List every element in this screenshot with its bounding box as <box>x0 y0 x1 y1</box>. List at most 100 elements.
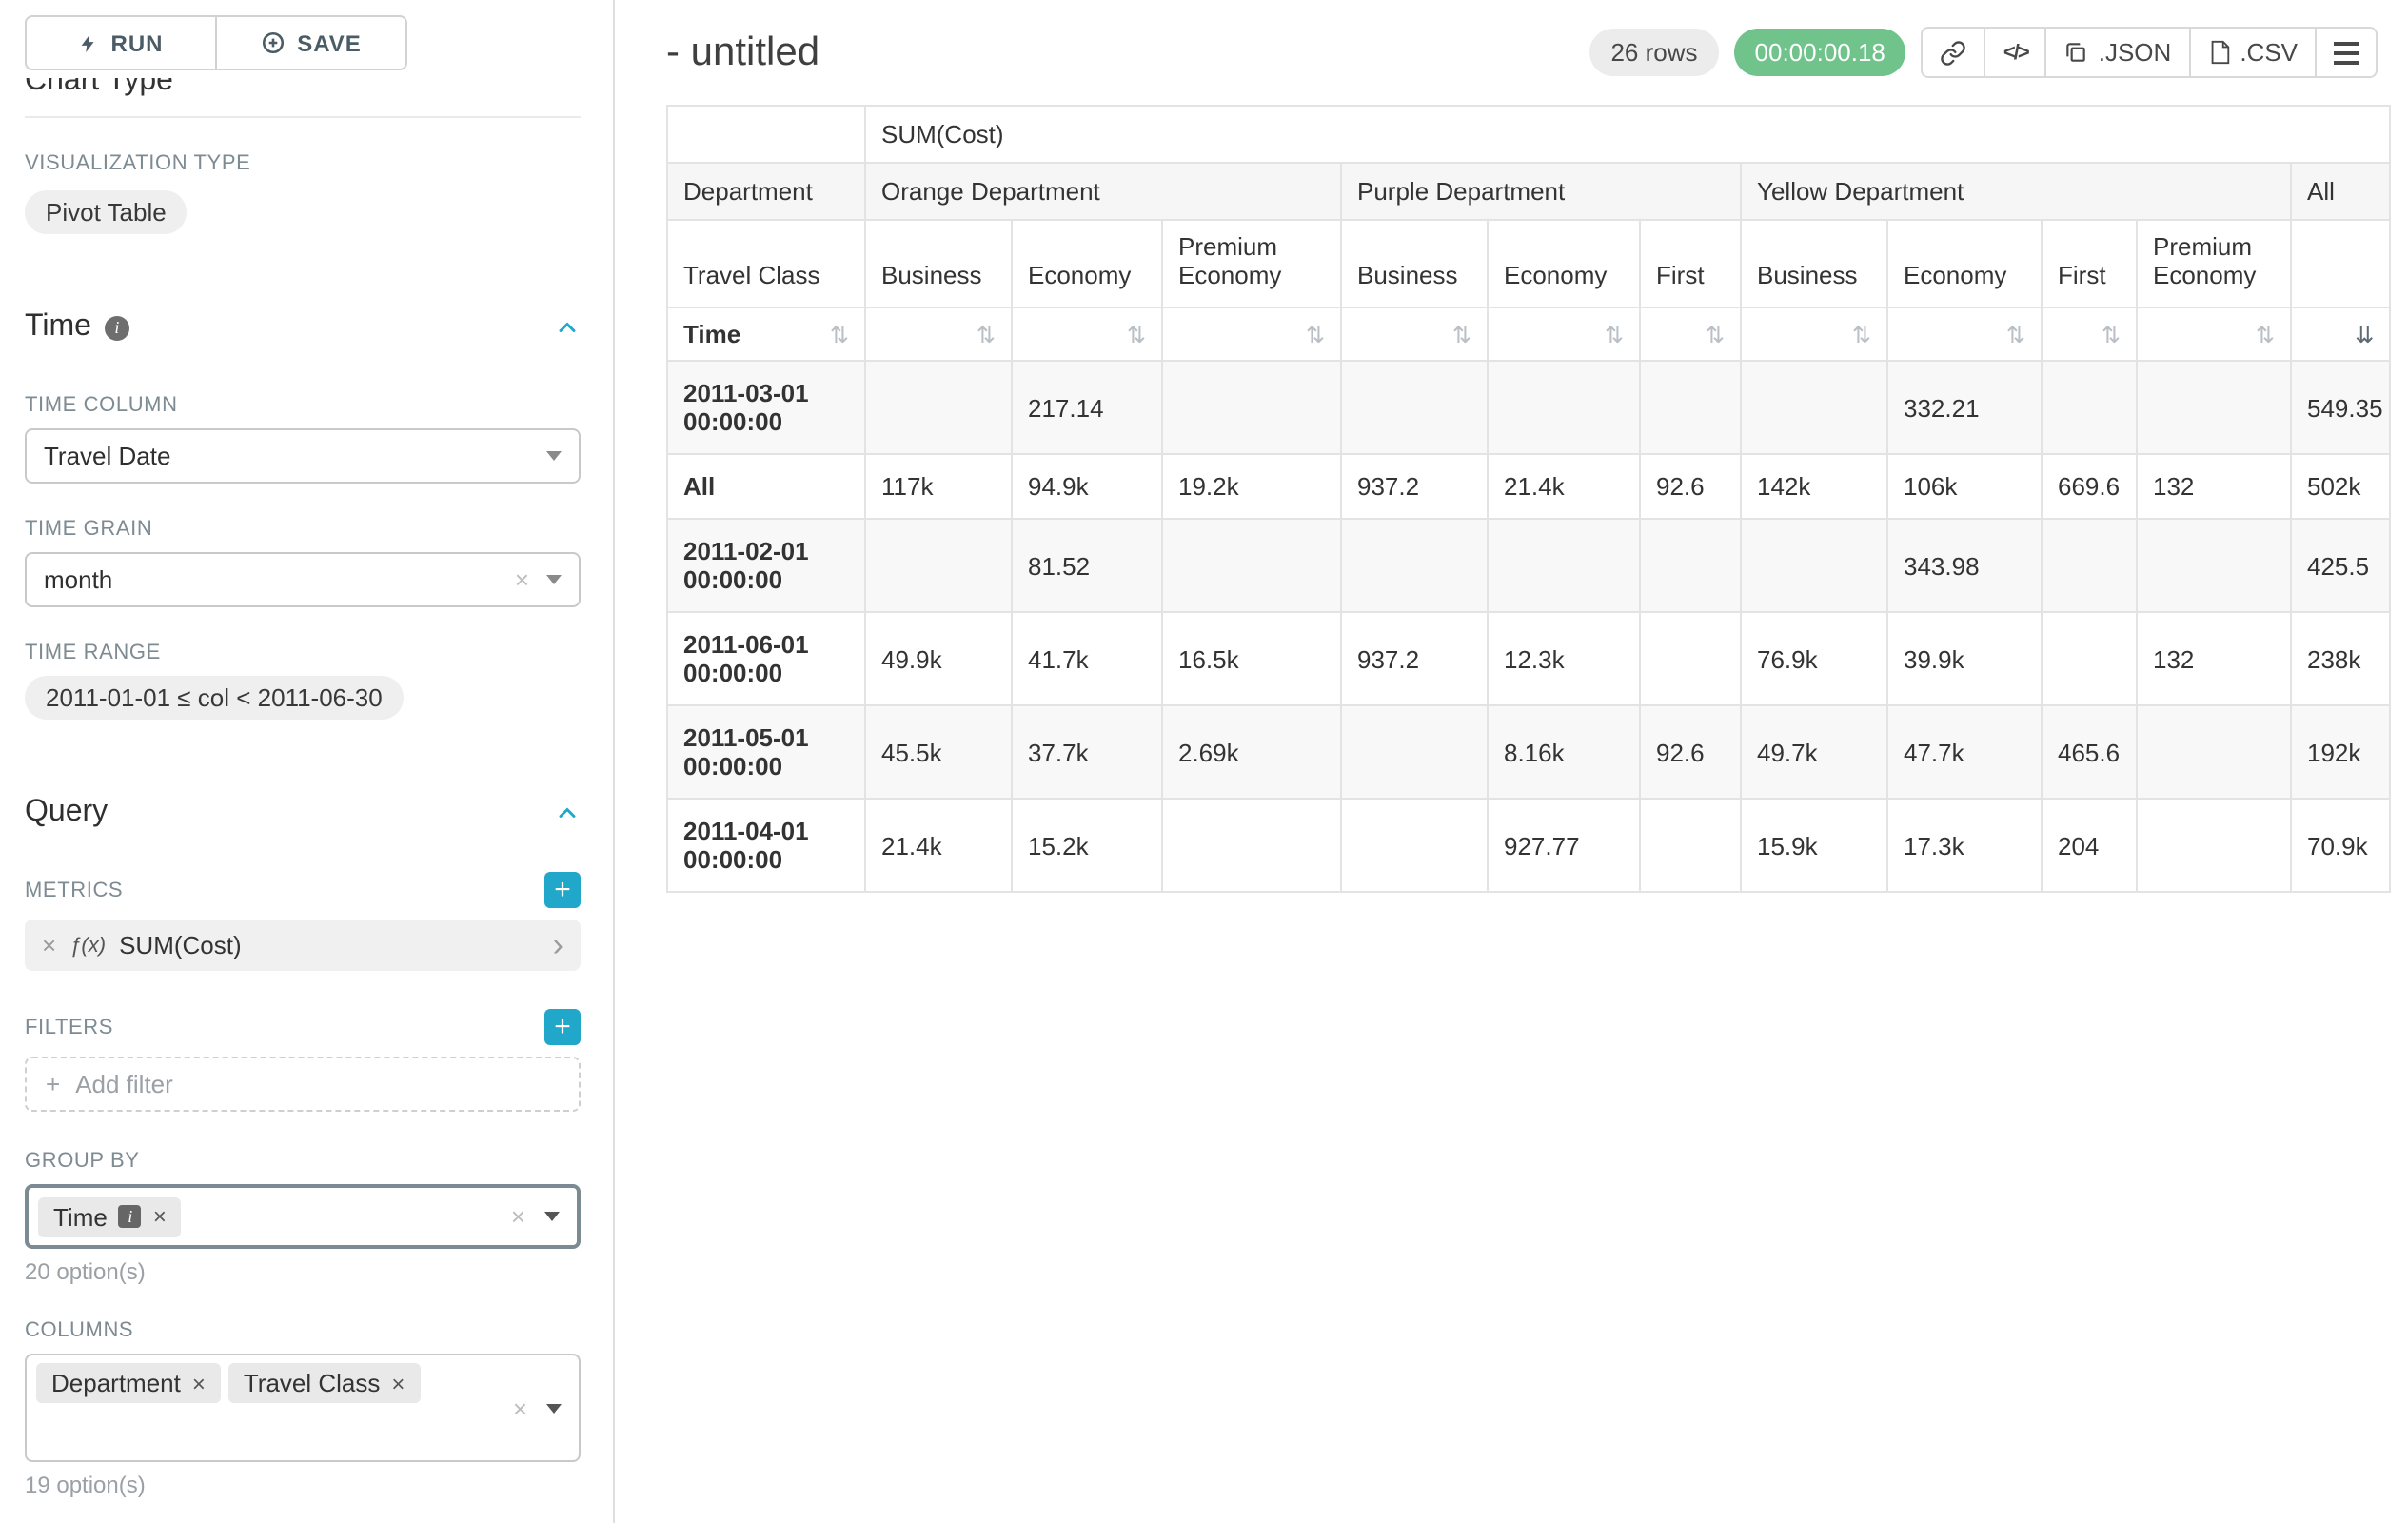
export-csv-button[interactable]: .CSV <box>2188 27 2317 78</box>
value-cell: 937.2 <box>1341 454 1488 519</box>
export-json-button[interactable]: .JSON <box>2045 27 2191 78</box>
sort-icon[interactable]: ⇅ <box>2006 323 2025 346</box>
column-header: Economy <box>1012 220 1162 307</box>
sort-cell: ⇅ <box>1488 307 1640 361</box>
column-header: Premium Economy <box>2137 220 2291 307</box>
value-cell <box>2042 612 2137 705</box>
metric-item[interactable]: × ƒ(x) SUM(Cost) › <box>25 920 581 971</box>
query-section-header[interactable]: Query <box>25 796 581 830</box>
json-button-label: .JSON <box>2099 38 2172 67</box>
add-filter-plus-button[interactable]: + <box>544 1009 581 1045</box>
value-cell <box>1640 519 1741 612</box>
info-icon: i <box>119 1205 142 1228</box>
time-grain-value: month <box>44 565 515 594</box>
group-by-select[interactable]: Timei× × <box>25 1184 581 1249</box>
columns-select[interactable]: Department × Travel Class × × <box>25 1354 581 1462</box>
value-cell: 12.3k <box>1488 612 1640 705</box>
chevron-up-icon[interactable] <box>554 314 581 341</box>
clear-icon[interactable]: × <box>511 1204 525 1229</box>
sort-icon[interactable]: ⇅ <box>1706 323 1725 346</box>
column-group-header: Orange Department <box>865 163 1341 220</box>
time-label: Time <box>683 320 740 348</box>
selected-option-tag[interactable]: Travel Class × <box>228 1363 421 1403</box>
value-cell: 16.5k <box>1162 612 1341 705</box>
sort-icon[interactable]: ⇅ <box>977 323 996 346</box>
value-cell: 2.69k <box>1162 705 1341 799</box>
remove-tag-icon[interactable]: × <box>391 1372 405 1394</box>
columns-options-count: 19 option(s) <box>25 1472 581 1498</box>
caret-down-icon[interactable] <box>546 1403 562 1413</box>
sort-header-row: Time ⇅ ⇅ ⇅ ⇅ ⇅ ⇅ ⇅ ⇅ ⇅ ⇅ ⇅ ⇊ <box>667 307 2390 361</box>
add-filter-button[interactable]: + Add filter <box>25 1057 581 1112</box>
tag-label: Travel Class <box>244 1369 381 1397</box>
time-range-pill[interactable]: 2011-01-01 ≤ col < 2011-06-30 <box>25 676 404 720</box>
sort-desc-icon[interactable]: ⇊ <box>2355 323 2374 346</box>
value-cell: 669.6 <box>2042 454 2137 519</box>
sort-cell: ⇅ <box>2042 307 2137 361</box>
department-header-row: DepartmentOrange DepartmentPurple Depart… <box>667 163 2390 220</box>
sort-icon[interactable]: ⇅ <box>1605 323 1624 346</box>
value-cell <box>1162 361 1341 454</box>
value-cell: 927.77 <box>1488 799 1640 892</box>
value-cell: 37.7k <box>1012 705 1162 799</box>
menu-button[interactable] <box>2315 27 2378 78</box>
run-button[interactable]: RUN <box>25 15 217 70</box>
link-icon <box>1941 39 1967 66</box>
time-section-header[interactable]: Time i <box>25 310 581 345</box>
remove-tag-icon[interactable]: × <box>192 1372 206 1394</box>
row-header: 2011-04-01 00:00:00 <box>667 799 865 892</box>
sort-icon[interactable]: ⇅ <box>2102 323 2121 346</box>
chart-title[interactable]: - untitled <box>666 30 819 75</box>
caret-right-icon[interactable]: › <box>553 929 563 961</box>
clear-icon[interactable]: × <box>513 1395 527 1420</box>
visualization-type-pill[interactable]: Pivot Table <box>25 190 188 234</box>
sort-icon[interactable]: ⇅ <box>1852 323 1871 346</box>
value-cell: 19.2k <box>1162 454 1341 519</box>
column-header: First <box>1640 220 1741 307</box>
value-cell <box>2042 519 2137 612</box>
filters-label: FILTERS <box>25 1016 113 1038</box>
time-section-title: Time <box>25 310 91 345</box>
sort-icon[interactable]: ⇅ <box>2256 323 2275 346</box>
metric-header: SUM(Cost) <box>865 106 2390 163</box>
remove-metric-icon[interactable]: × <box>42 931 56 959</box>
value-cell: 15.2k <box>1012 799 1162 892</box>
value-cell: 106k <box>1887 454 2042 519</box>
value-cell: 937.2 <box>1341 612 1488 705</box>
time-column-select[interactable]: Travel Date <box>25 428 581 484</box>
sort-cell: ⇅ <box>2137 307 2291 361</box>
table-row: 2011-02-01 00:00:0081.52343.98425.5 <box>667 519 2390 612</box>
sort-icon[interactable]: ⇅ <box>1306 323 1325 346</box>
corner-cell <box>667 106 865 163</box>
value-cell: 142k <box>1741 454 1887 519</box>
group-by-options-count: 20 option(s) <box>25 1258 581 1285</box>
clear-icon[interactable]: × <box>515 567 529 592</box>
remove-tag-icon[interactable]: × <box>153 1205 167 1228</box>
view-query-button[interactable]: </> <box>1984 27 2047 78</box>
value-cell <box>865 519 1012 612</box>
group-by-label: GROUP BY <box>25 1150 581 1173</box>
sort-icon[interactable]: ⇅ <box>1452 323 1471 346</box>
sort-cell: ⇊ <box>2291 307 2390 361</box>
value-cell: 45.5k <box>865 705 1012 799</box>
add-metric-button[interactable]: + <box>544 872 581 908</box>
sort-icon[interactable]: ⇅ <box>830 323 849 346</box>
sort-icon[interactable]: ⇅ <box>1127 323 1146 346</box>
explore-view: RUN SAVE Chart Type VISUALIZATION TYPE P… <box>0 0 2408 1523</box>
value-cell: 92.6 <box>1640 705 1741 799</box>
value-cell: 217.14 <box>1012 361 1162 454</box>
visualization-type-label: VISUALIZATION TYPE <box>25 152 581 175</box>
row-header: 2011-02-01 00:00:00 <box>667 519 865 612</box>
selected-option-tag[interactable]: Department × <box>36 1363 221 1403</box>
save-button[interactable]: SAVE <box>215 15 407 70</box>
chevron-up-icon[interactable] <box>554 800 581 826</box>
selected-option-tag[interactable]: Timei× <box>38 1197 182 1236</box>
value-cell: 17.3k <box>1887 799 2042 892</box>
query-section-title: Query <box>25 796 108 830</box>
caret-down-icon[interactable] <box>544 1212 560 1221</box>
time-grain-select[interactable]: month × <box>25 552 581 607</box>
table-row: 2011-06-01 00:00:0049.9k41.7k16.5k937.21… <box>667 612 2390 705</box>
copy-link-button[interactable] <box>1922 27 1986 78</box>
tag-label: Department <box>51 1369 181 1397</box>
info-icon: i <box>105 315 129 340</box>
